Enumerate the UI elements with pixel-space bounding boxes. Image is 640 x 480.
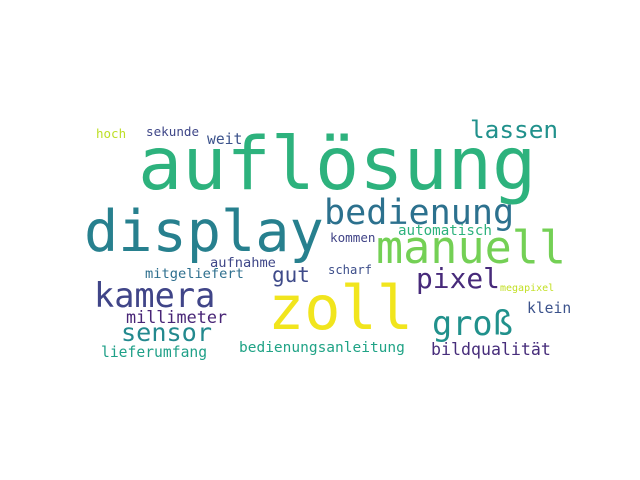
word-millimeter: millimeter <box>126 306 228 327</box>
word-mitgeliefert: mitgeliefert <box>145 265 244 282</box>
word-gross: groß <box>432 304 513 344</box>
word-weit: weit <box>207 130 243 148</box>
word-lassen: lassen <box>470 114 559 144</box>
word-klein: klein <box>527 299 572 317</box>
word-zoll: zoll <box>268 273 413 344</box>
word-display: display <box>84 198 324 265</box>
word-bildqualitat: bildqualität <box>431 339 551 359</box>
word-scharf: scharf <box>328 262 373 277</box>
word-bedienung: bedienung <box>324 192 515 234</box>
word-megapixel: megapixel <box>500 282 555 294</box>
word-gut: gut <box>272 262 310 287</box>
word-kamera: kamera <box>94 276 216 316</box>
word-sensor: sensor <box>121 318 212 348</box>
word-lieferumfang: lieferumfang <box>101 343 208 361</box>
word-hoch: hoch <box>96 125 127 141</box>
word-manuell: manuell <box>376 221 567 275</box>
word-pixel: pixel <box>416 262 500 296</box>
word-aufnahme: aufnahme <box>210 254 276 271</box>
word-bedienungsanleitung: bedienungsanleitung <box>239 339 405 356</box>
word-auflosung: auflösung <box>138 122 537 208</box>
word-automatisch: automatisch <box>398 222 492 239</box>
word-sekunde: sekunde <box>146 123 200 139</box>
word-kommen: kommen <box>330 229 376 245</box>
